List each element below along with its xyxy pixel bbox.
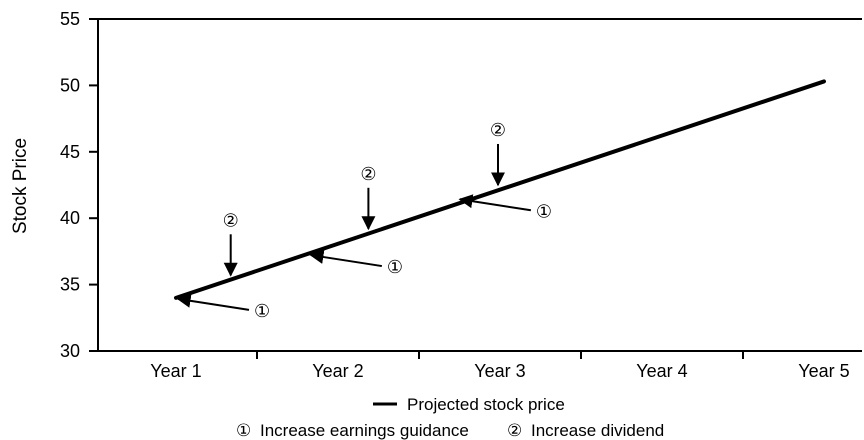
- y-tick-label: 50: [60, 75, 80, 95]
- legend-marker-2: ②: [507, 421, 522, 440]
- x-axis-ticks: Year 1 Year 2 Year 3 Year 4 Year 5: [150, 351, 850, 381]
- y-tick-label: 35: [60, 275, 80, 295]
- x-tick-label: Year 3: [474, 361, 525, 381]
- x-tick-label: Year 1: [150, 361, 201, 381]
- series-layer: [174, 79, 826, 300]
- earnings-guidance-marker: ①: [536, 201, 552, 221]
- earnings-guidance-arrow: [176, 293, 250, 311]
- y-tick-label: 55: [60, 9, 80, 29]
- annotation-layer: ① ② ① ② ① ②: [176, 120, 552, 321]
- earnings-guidance-arrow: [458, 194, 532, 212]
- x-tick-label: Year 2: [312, 361, 363, 381]
- y-tick-label: 30: [60, 341, 80, 361]
- earnings-guidance-marker: ①: [387, 257, 403, 277]
- y-tick-label: 45: [60, 142, 80, 162]
- legend-marker-1: ①: [236, 421, 251, 440]
- earnings-guidance-marker: ①: [254, 301, 270, 321]
- y-axis-ticks: 30 35 40 45 50 55: [60, 9, 98, 361]
- legend-marker-2-label: Increase dividend: [531, 421, 664, 440]
- legend-marker-1-label: Increase earnings guidance: [260, 421, 469, 440]
- legend-line-label: Projected stock price: [407, 395, 565, 414]
- x-tick-label: Year 5: [798, 361, 849, 381]
- dividend-marker: ②: [223, 210, 239, 230]
- legend: Projected stock price ① Increase earning…: [236, 395, 664, 440]
- y-tick-label: 40: [60, 208, 80, 228]
- x-tick-label: Year 4: [636, 361, 687, 381]
- projected-stock-price-line: [174, 79, 826, 300]
- earnings-guidance-arrow: [309, 250, 382, 268]
- y-axis-title: Stock Price: [10, 138, 31, 234]
- dividend-marker: ②: [360, 164, 376, 184]
- dividend-marker: ②: [490, 120, 506, 140]
